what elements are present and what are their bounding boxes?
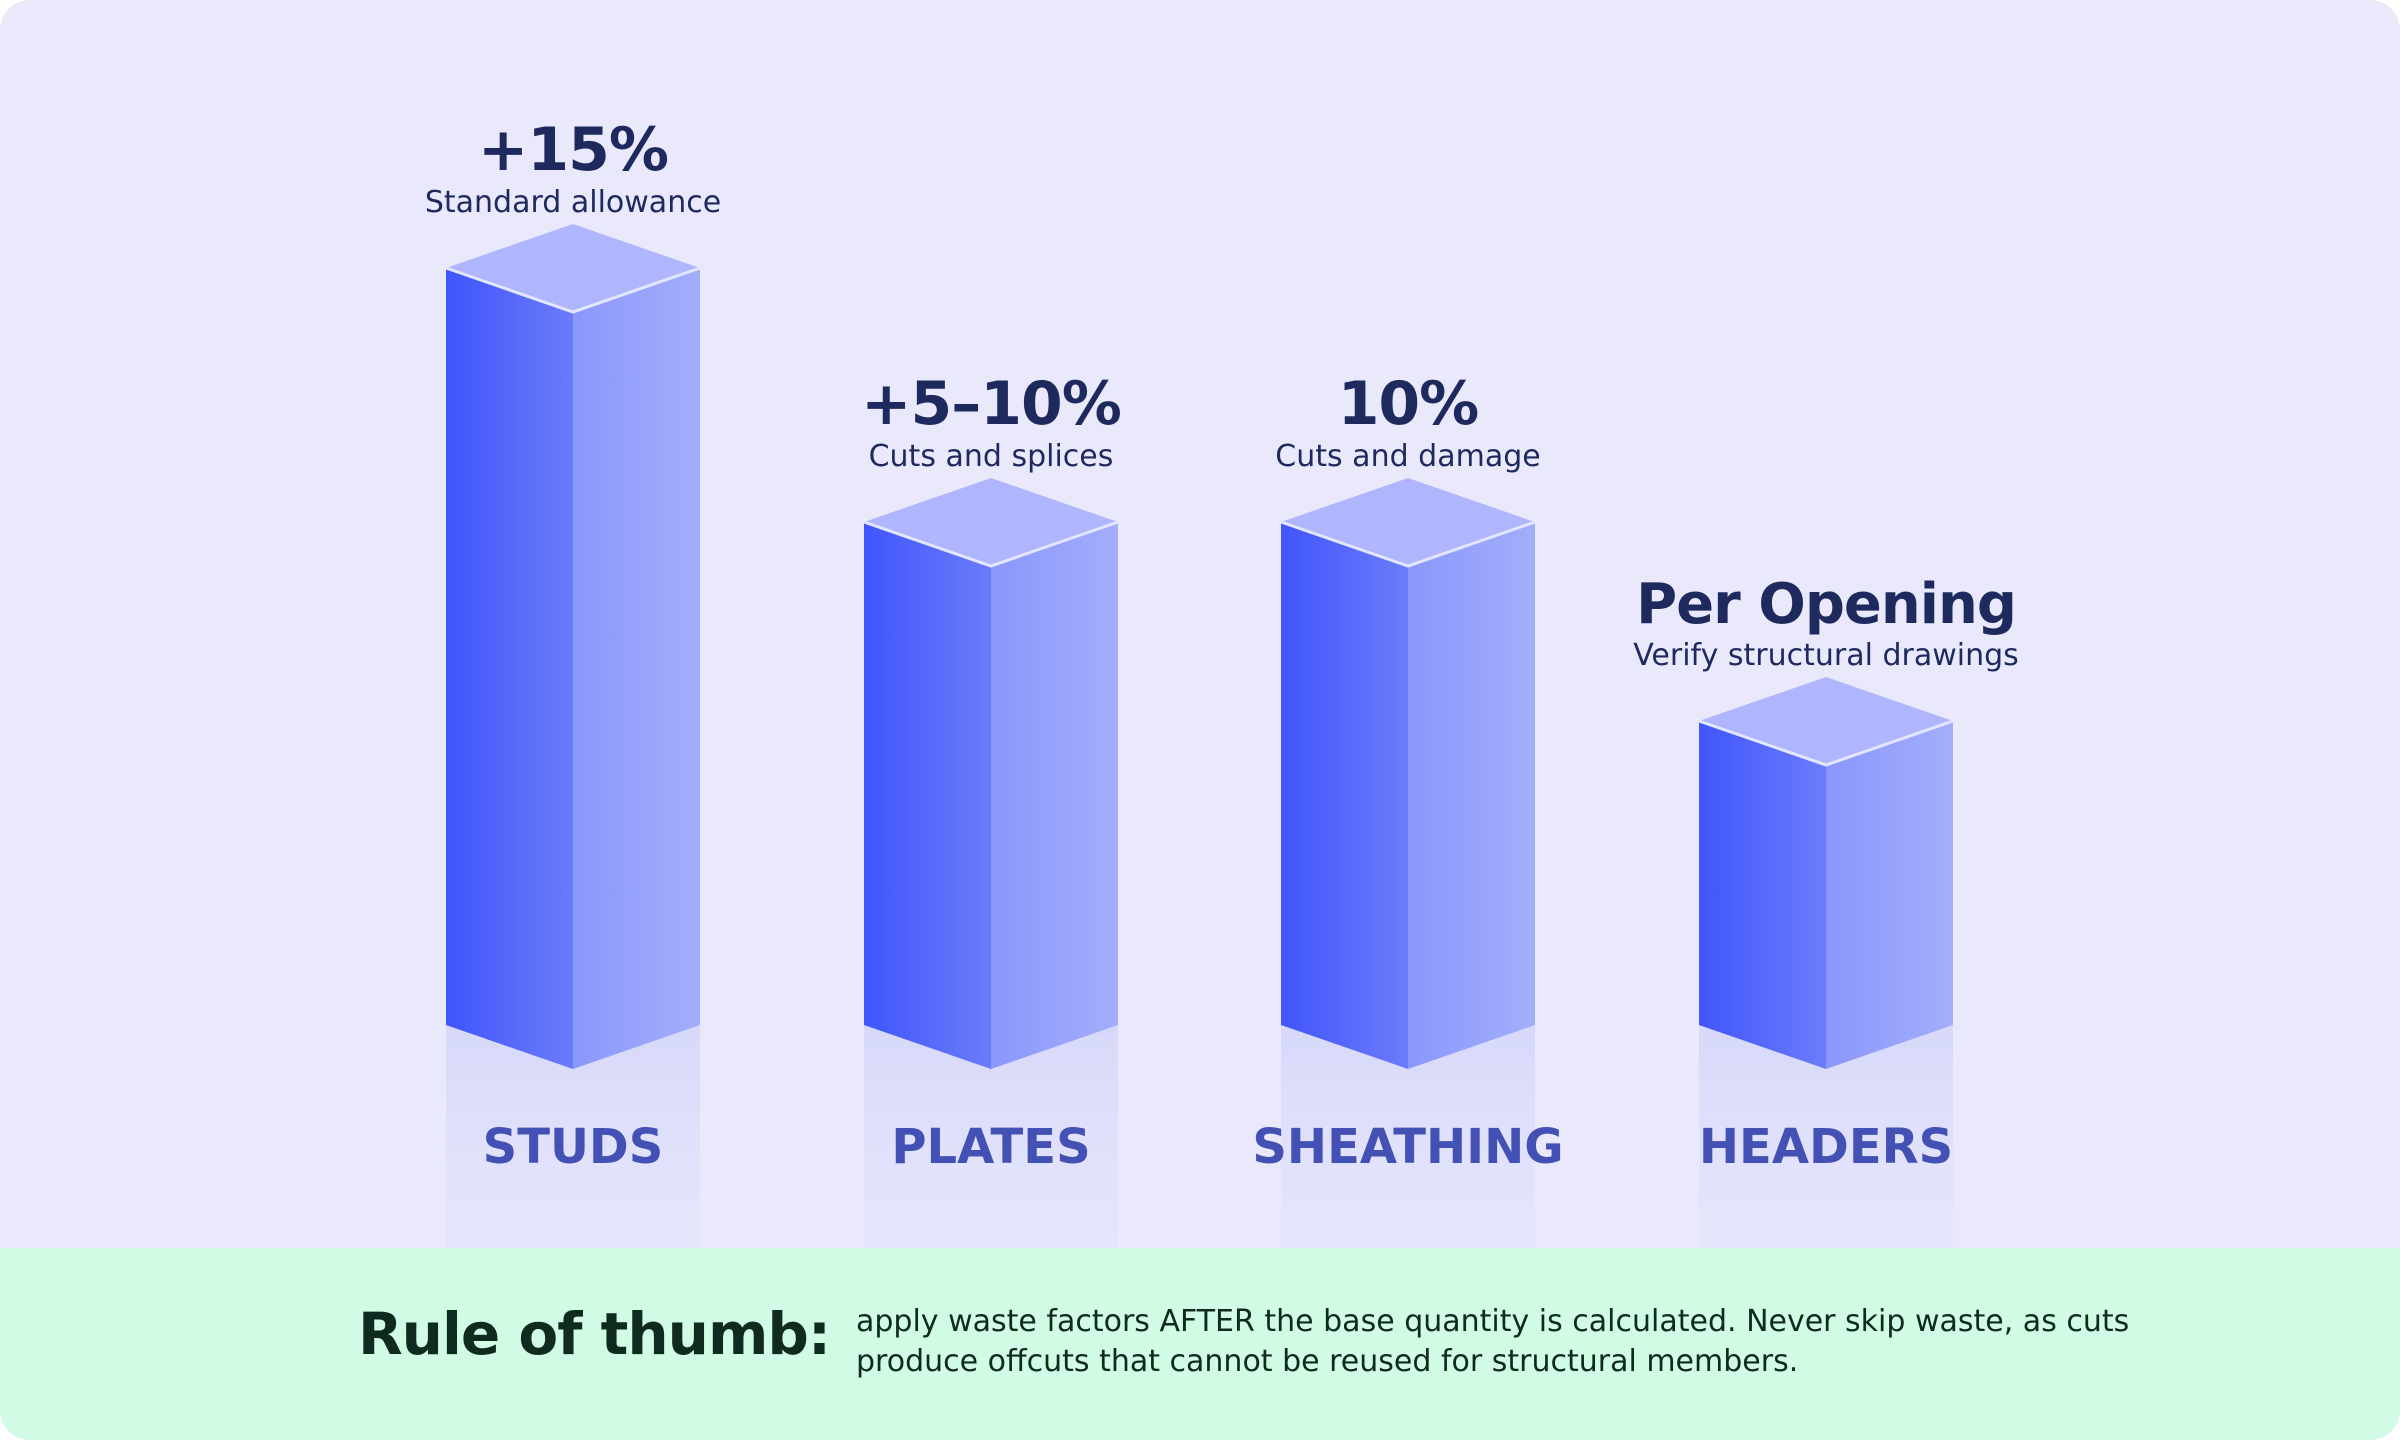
bar-value-label: Per Opening <box>1636 572 2016 637</box>
bar-sublabel: Standard allowance <box>425 185 721 220</box>
bar-value-label: 10% <box>1338 369 1479 439</box>
bar-top-edge <box>1698 719 1954 767</box>
bar-side-face <box>573 268 700 1069</box>
category-label: HEADERS <box>1699 1119 1953 1175</box>
bar-value-label: +15% <box>478 115 668 185</box>
bar-side-face <box>1408 522 1535 1069</box>
bar-front-face <box>1699 721 1826 1069</box>
bar-top-edge <box>863 520 1119 568</box>
bar-side-face <box>991 522 1118 1069</box>
rule-of-thumb-title: Rule of thumb: <box>358 1300 831 1368</box>
bar-sublabel: Cuts and damage <box>1275 439 1540 474</box>
bar-plates: +5–10%Cuts and splices PLATES <box>861 369 1122 1248</box>
bar-top-edge <box>445 266 701 314</box>
bar-front-face <box>1281 522 1408 1069</box>
rule-of-thumb-text: apply waste factors AFTER the base quant… <box>856 1304 2130 1379</box>
bar-sublabel: Cuts and splices <box>869 439 1114 474</box>
category-label: PLATES <box>891 1119 1090 1175</box>
bar-value-label: +5–10% <box>861 369 1121 439</box>
bar-sheathing: 10%Cuts and damage SHEATHING <box>1252 369 1564 1248</box>
category-label: SHEATHING <box>1252 1119 1563 1175</box>
category-label: STUDS <box>483 1119 664 1175</box>
bar-sublabel: Verify structural drawings <box>1633 638 2019 673</box>
bar-top-edge <box>1280 520 1536 568</box>
bar-front-face <box>446 268 573 1069</box>
bar-front-face <box>864 522 991 1069</box>
bar-side-face <box>1826 721 1953 1069</box>
bar-studs: +15%Standard allowance STUDS <box>425 115 721 1248</box>
rule-of-thumb-banner <box>0 1248 2400 1440</box>
